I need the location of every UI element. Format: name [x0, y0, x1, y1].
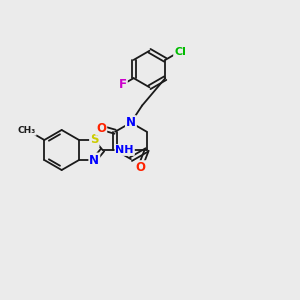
Text: S: S [90, 134, 99, 146]
Text: O: O [96, 122, 106, 135]
Text: O: O [136, 161, 146, 174]
Text: N: N [89, 154, 99, 166]
Text: NH: NH [116, 145, 134, 155]
Text: F: F [119, 77, 127, 91]
Text: N: N [126, 116, 136, 129]
Text: Cl: Cl [174, 47, 186, 57]
Text: CH₃: CH₃ [18, 126, 36, 135]
